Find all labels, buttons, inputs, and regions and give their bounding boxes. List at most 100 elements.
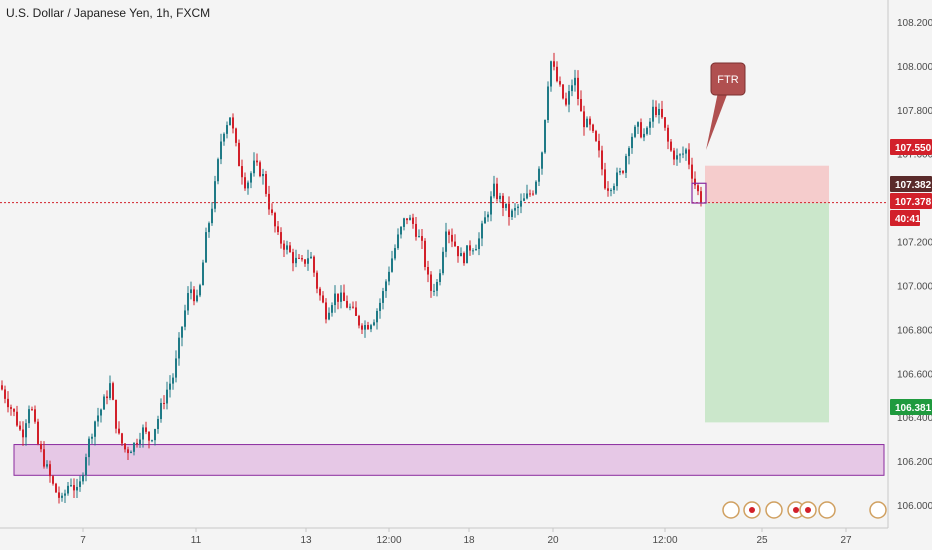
candle-body	[379, 302, 381, 311]
candle-body	[625, 156, 627, 173]
candle-body	[220, 141, 222, 160]
us-flag-event-icon[interactable]	[818, 501, 836, 519]
price-badge-label: 40:41	[895, 214, 921, 225]
candle-body	[307, 258, 309, 264]
candle-body	[193, 289, 195, 302]
price-badge	[890, 176, 932, 192]
candle-body	[7, 398, 9, 408]
price-badge-label: 106.381	[895, 403, 932, 414]
candle-body	[667, 127, 669, 142]
candle-body	[328, 312, 330, 320]
candle-body	[16, 411, 18, 426]
candle-body	[364, 325, 366, 330]
candle-body	[460, 253, 462, 257]
candle-body	[577, 77, 579, 99]
candle-body	[592, 124, 594, 132]
price-badge-label: 107.382	[895, 180, 932, 191]
candle-body	[226, 125, 228, 134]
candle-body	[451, 234, 453, 242]
candle-body	[496, 183, 498, 200]
price-badge	[890, 139, 932, 155]
candle-body	[448, 231, 450, 235]
us-flag-event-icon[interactable]	[765, 501, 783, 519]
candle-body	[40, 443, 42, 450]
candle-body	[508, 203, 510, 217]
candle-body	[79, 481, 81, 487]
candle-body	[145, 427, 147, 432]
candle-body	[286, 245, 288, 250]
candle-body	[46, 464, 48, 467]
candle-body	[589, 118, 591, 125]
candle-body	[382, 291, 384, 303]
candle-body	[412, 217, 414, 224]
take-profit-zone[interactable]	[705, 203, 829, 423]
candle-body	[337, 293, 339, 302]
jp-flag-dot	[793, 507, 799, 513]
stop-loss-zone[interactable]	[705, 165, 829, 204]
candle-body	[547, 86, 549, 121]
time-axis-tick: 12:00	[376, 535, 401, 546]
candle-body	[142, 427, 144, 440]
candle-body	[217, 159, 219, 182]
candle-body	[409, 217, 411, 221]
candle-body	[343, 292, 345, 301]
candle-body	[481, 223, 483, 239]
chart-title: U.S. Dollar / Japanese Yen, 1h, FXCM	[6, 6, 210, 20]
price-axis-tick: 107.200	[897, 238, 932, 249]
candle-body	[271, 209, 273, 213]
candle-body	[475, 249, 477, 251]
candle-body	[70, 485, 72, 487]
candle-body	[169, 383, 171, 390]
candle-body	[493, 183, 495, 197]
candle-body	[316, 272, 318, 289]
candle-body	[514, 208, 516, 211]
candle-body	[58, 492, 60, 498]
candle-body	[115, 399, 117, 429]
candle-body	[556, 66, 558, 82]
candle-body	[187, 293, 189, 311]
candle-body	[454, 241, 456, 247]
candle-body	[190, 289, 192, 294]
candle-body	[526, 193, 528, 199]
candle-body	[148, 431, 150, 441]
candle-body	[61, 495, 63, 498]
candle-body	[64, 493, 66, 496]
candle-body	[670, 141, 672, 151]
candle-body	[661, 108, 663, 118]
candle-body	[646, 127, 648, 134]
candles-group	[1, 52, 702, 504]
candle-body	[649, 121, 651, 128]
candle-body	[19, 425, 21, 430]
demand-zone-rectangle[interactable]	[13, 444, 885, 476]
candle-body	[172, 377, 174, 384]
candle-body	[505, 203, 507, 208]
candle-body	[367, 325, 369, 330]
ftr-callout[interactable]: FTR	[706, 62, 746, 150]
candle-body	[22, 429, 24, 438]
price-badge	[890, 399, 932, 415]
candle-body	[580, 98, 582, 112]
candle-body	[529, 193, 531, 195]
us-flag-event-icon[interactable]	[869, 501, 887, 519]
candle-body	[166, 389, 168, 404]
candle-body	[91, 436, 93, 439]
candle-body	[418, 236, 420, 238]
candle-body	[289, 245, 291, 253]
price-axis-tick: 107.600	[897, 150, 932, 161]
price-axis-tick: 106.800	[897, 325, 932, 336]
candle-body	[652, 106, 654, 122]
ftr-marker-box[interactable]	[691, 182, 707, 204]
candle-body	[10, 407, 12, 409]
candle-body	[421, 236, 423, 241]
time-axis[interactable]: 7 11 13 12:00 18 20 12:00 25 27	[80, 528, 852, 546]
ftr-callout-bubble	[710, 62, 746, 96]
economic-events[interactable]	[722, 501, 887, 519]
candle-body	[517, 206, 519, 209]
candle-body	[574, 77, 576, 86]
us-flag-event-icon[interactable]	[722, 501, 740, 519]
candle-body	[331, 305, 333, 313]
candle-body	[472, 250, 474, 252]
candle-body	[274, 212, 276, 227]
